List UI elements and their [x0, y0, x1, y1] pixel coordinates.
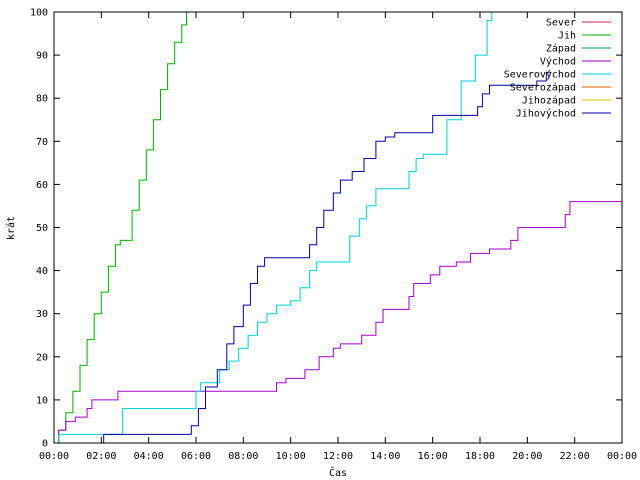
legend-entry: Severozápad — [510, 82, 611, 94]
x-tick-label: 00:00 — [39, 451, 69, 462]
y-axis: 0 10 20 30 40 50 60 70 80 90 100 — [30, 8, 622, 450]
x-axis-label: Čas — [329, 466, 347, 479]
x-tick-label: 08:00 — [228, 451, 258, 462]
series-line-1 — [54, 12, 187, 443]
y-axis-label: krát — [5, 216, 17, 240]
legend-entry: Jih — [558, 31, 611, 42]
x-tick-label: 22:00 — [560, 451, 590, 462]
y-tick-label: 40 — [36, 266, 48, 277]
legend-label: Jihovýchod — [516, 108, 576, 120]
legend-label: Severozápad — [510, 82, 576, 94]
series-layer — [54, 12, 622, 443]
x-tick-label: 20:00 — [512, 451, 542, 462]
legend-entry: Severovýchod — [504, 69, 611, 81]
x-tick-label: 02:00 — [86, 451, 116, 462]
legend-entry: Jihozápad — [522, 95, 611, 107]
y-tick-label: 30 — [36, 309, 48, 320]
x-tick-label: 16:00 — [418, 451, 448, 462]
legend-entry: Sever — [546, 18, 611, 29]
x-tick-label: 00:00 — [607, 451, 637, 462]
y-tick-label: 80 — [36, 94, 48, 105]
legend-label: Východ — [540, 56, 576, 68]
series-line-7 — [54, 71, 551, 443]
legend-entry: Východ — [540, 56, 611, 68]
y-tick-label: 10 — [36, 395, 48, 406]
x-tick-label: 04:00 — [134, 451, 164, 462]
x-tick-label: 12:00 — [323, 451, 353, 462]
x-tick-label: 06:00 — [181, 451, 211, 462]
y-tick-label: 50 — [36, 223, 48, 234]
series-line-4 — [54, 12, 493, 443]
y-tick-label: 90 — [36, 51, 48, 62]
legend-entry: Jihovýchod — [516, 108, 611, 120]
x-axis: 00:00 02:00 04:00 06:00 08:00 10:00 12:00 14:00… — [39, 12, 637, 462]
x-tick-label: 18:00 — [465, 451, 495, 462]
legend-label: Západ — [546, 43, 576, 55]
y-tick-label: 20 — [36, 352, 48, 363]
y-tick-label: 100 — [30, 8, 48, 19]
series-line-3 — [54, 201, 622, 443]
legend-label: Jihozápad — [522, 95, 576, 107]
legend: Sever JihZápadVýchodSeverovýchodSeverozáp… — [504, 18, 611, 120]
y-tick-label: 60 — [36, 180, 48, 191]
x-tick-label: 10:00 — [276, 451, 306, 462]
y-tick-label: 70 — [36, 137, 48, 148]
legend-label: Jih — [558, 31, 576, 42]
legend-label: Sever — [546, 18, 576, 29]
legend-label: Severovýchod — [504, 69, 576, 81]
legend-entry: Západ — [546, 43, 611, 55]
x-tick-label: 14:00 — [370, 451, 400, 462]
y-tick-label: 0 — [42, 439, 48, 450]
